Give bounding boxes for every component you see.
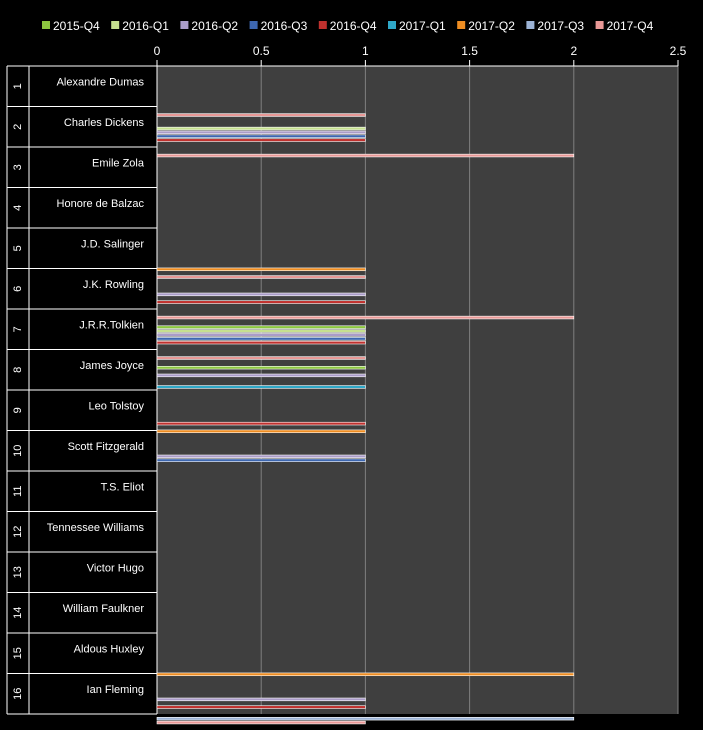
x-tick-label: 2	[570, 44, 577, 58]
category-label: Tennessee Williams	[47, 522, 145, 534]
category-label: Victor Hugo	[87, 562, 144, 574]
bar	[156, 337, 366, 341]
category-label: William Faulkner	[63, 603, 145, 615]
bar	[156, 153, 575, 158]
category-label: J.K. Rowling	[83, 279, 144, 291]
bar	[156, 672, 575, 677]
legend-label: 2017-Q3	[537, 19, 584, 33]
legend-label: 2017-Q2	[468, 19, 515, 33]
bar	[156, 340, 366, 345]
x-tick-label: 1	[362, 44, 369, 58]
category-label: Emile Zola	[92, 157, 145, 169]
legend-swatch	[388, 21, 396, 29]
bar	[156, 292, 366, 297]
bar	[156, 300, 366, 304]
category-label: Aldous Huxley	[74, 643, 145, 655]
bars	[156, 113, 575, 725]
row-number-label: 11	[12, 486, 24, 497]
bar	[156, 126, 366, 131]
legend-label: 2016-Q2	[191, 19, 238, 33]
x-tick-label: 0.5	[253, 44, 270, 58]
category-label: Honore de Balzac	[57, 198, 145, 210]
bar	[156, 134, 366, 138]
category-label: Alexandre Dumas	[57, 76, 145, 88]
bar	[156, 429, 366, 434]
bar	[156, 329, 366, 333]
bar	[156, 113, 366, 117]
bar	[156, 385, 366, 389]
bar	[156, 275, 366, 279]
legend-swatch	[249, 21, 258, 29]
row-number-label: 13	[12, 566, 24, 578]
bar	[156, 458, 366, 462]
bar	[156, 716, 575, 721]
bar	[156, 267, 366, 272]
category-label: Leo Tolstoy	[89, 400, 145, 412]
x-axis-ticks: 0 0.5 1 1.5 2 2.5	[154, 44, 687, 67]
legend-swatch	[111, 21, 120, 29]
legend-label: 2016-Q3	[261, 19, 308, 33]
row-number-label: 4	[12, 205, 24, 211]
legend-label: 2016-Q4	[330, 19, 377, 33]
legend: 2015-Q4 2016-Q1 2016-Q2 2016-Q3 2016-Q4 2017-…	[42, 19, 654, 33]
bar	[156, 421, 366, 426]
legend-swatch	[595, 21, 604, 29]
row-number-label: 9	[12, 407, 24, 413]
row-number-label: 7	[12, 326, 24, 332]
bar	[156, 697, 366, 702]
legend-swatch	[42, 21, 50, 29]
legend-label: 2017-Q1	[399, 19, 446, 33]
bar	[156, 138, 366, 142]
row-number-label: 16	[12, 688, 24, 700]
bar	[156, 356, 366, 360]
category-label: Ian Fleming	[87, 684, 144, 696]
bar	[156, 454, 366, 459]
bar	[156, 315, 575, 320]
row-number-label: 3	[12, 164, 24, 170]
x-tick-label: 0	[154, 44, 161, 58]
row-number-label: 2	[12, 124, 24, 130]
bar	[156, 720, 366, 725]
x-tick-label: 1.5	[461, 44, 478, 58]
bar	[156, 333, 366, 337]
legend-label: 2016-Q1	[122, 19, 169, 33]
bar	[156, 705, 366, 709]
row-number-label: 6	[12, 286, 24, 292]
category-label: T.S. Eliot	[101, 481, 144, 493]
legend-swatch	[526, 21, 535, 29]
row-number-label: 10	[12, 445, 24, 457]
category-label: Charles Dickens	[64, 117, 145, 129]
legend-swatch	[457, 21, 466, 29]
category-label: J.D. Salinger	[81, 238, 144, 250]
category-axis: Alexandre Dumas 1 Charles Dickens 2 Emile Zo…	[6, 65, 158, 715]
bar	[156, 365, 366, 370]
x-tick-label: 2.5	[670, 44, 687, 58]
legend-label: 2017-Q4	[607, 19, 654, 33]
legend-label: 2015-Q4	[53, 19, 100, 33]
row-number-label: 12	[12, 526, 24, 538]
row-number-label: 8	[12, 367, 24, 373]
bar	[156, 373, 366, 378]
bar	[156, 325, 366, 329]
row-number-label: 5	[12, 245, 24, 251]
legend-swatch	[180, 21, 189, 29]
row-number-label: 14	[12, 607, 24, 619]
row-number-label: 1	[12, 83, 24, 89]
category-label: James Joyce	[80, 360, 144, 372]
row-number-label: 15	[12, 647, 24, 659]
category-label: Scott Fitzgerald	[68, 441, 144, 453]
category-label: J.R.R.Tolkien	[79, 319, 144, 331]
plot-area	[157, 66, 678, 714]
legend-swatch	[318, 21, 327, 29]
bar	[156, 130, 366, 135]
